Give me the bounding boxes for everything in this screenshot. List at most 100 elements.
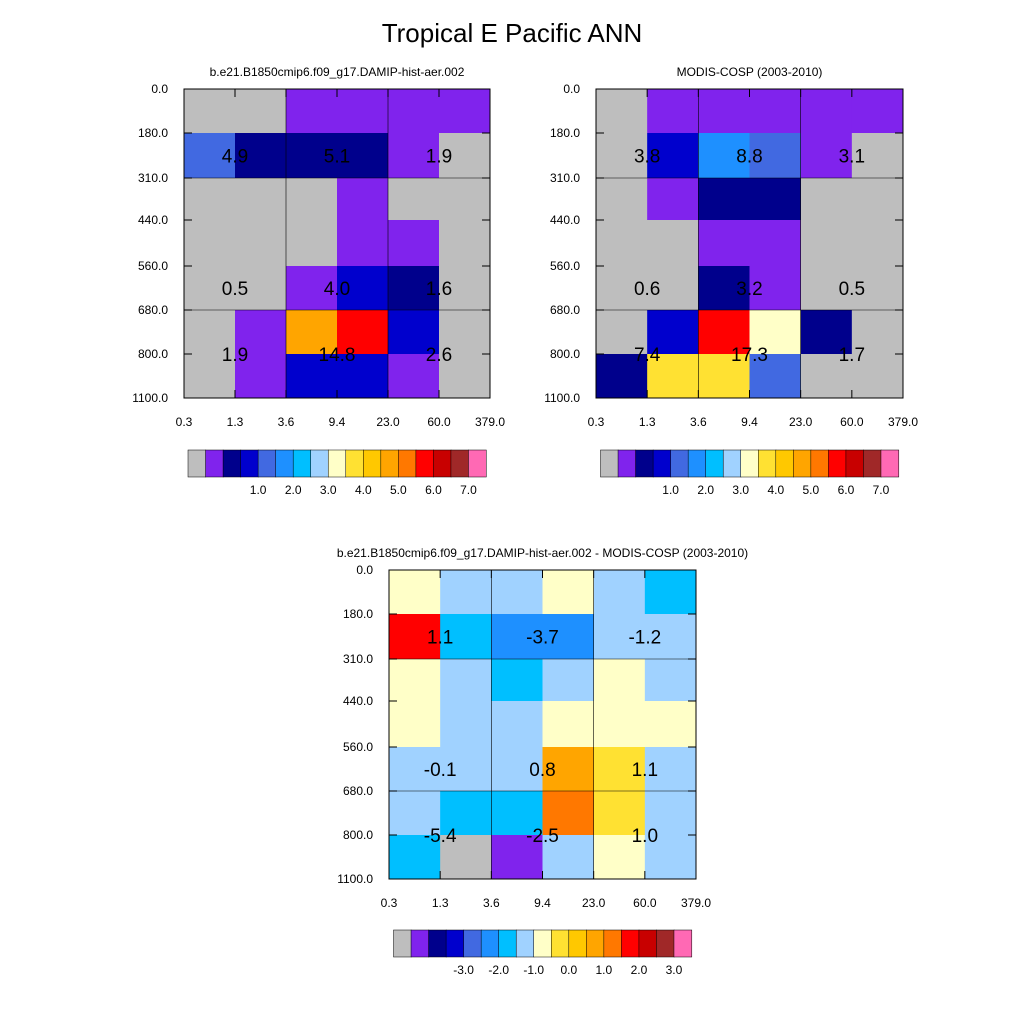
panel-modis-cosp: 0.3 1.3 3.6 9.4 23.0 60.0 379.0 0.0 180.0 310.0 44… — [544, 65, 918, 497]
colorbar-swatch — [393, 929, 412, 958]
box-value-label: 1.9 — [222, 345, 248, 366]
colorbar-swatch — [673, 929, 693, 958]
y-tick-label: 310.0 — [550, 171, 580, 185]
heatmap-cell — [698, 220, 750, 267]
y-tick-label: 0.0 — [151, 82, 168, 96]
heatmap-cell — [800, 354, 853, 399]
y-tick-label: 180.0 — [343, 607, 373, 621]
box-value-label: 5.1 — [324, 147, 350, 168]
colorbar-swatch — [275, 449, 294, 478]
box-value-label: 1.1 — [427, 628, 453, 649]
heatmap-cell — [439, 266, 491, 311]
x-tick-label: 23.0 — [789, 415, 813, 429]
heatmap-cell — [389, 835, 441, 880]
box-value-label: -3.7 — [526, 628, 559, 649]
heatmap-cell — [286, 89, 338, 134]
heatmap-cell — [235, 354, 287, 399]
y-tick-label: 180.0 — [138, 126, 168, 140]
heatmap-cell — [184, 220, 236, 267]
colorbar-swatch — [828, 449, 847, 478]
y-tick-label: 560.0 — [343, 740, 373, 754]
y-tick-label: 440.0 — [550, 213, 580, 227]
heatmap-cell — [389, 747, 441, 792]
heatmap-cell — [491, 747, 543, 792]
colorbar-label: 6.0 — [425, 483, 442, 497]
colorbar-swatch — [222, 449, 242, 478]
heatmap-cell — [235, 178, 287, 221]
heatmap-cell — [596, 178, 648, 221]
heatmap-cell — [388, 266, 440, 311]
colorbar-swatch — [205, 449, 224, 478]
heatmap-cell — [184, 178, 236, 221]
colorbar-swatch — [310, 449, 329, 478]
heatmap-cell — [593, 659, 646, 702]
heatmap-cell — [235, 220, 287, 267]
heatmap-cell — [647, 178, 699, 221]
heatmap-cell — [542, 835, 595, 880]
heatmap-cell — [286, 354, 338, 399]
heatmap-cell — [596, 266, 648, 311]
box-value-label: 3.8 — [634, 147, 660, 168]
heatmap-cell — [388, 178, 440, 221]
heatmap-cell — [184, 310, 236, 355]
heatmap-cell — [491, 570, 543, 615]
y-tick-label: 440.0 — [138, 213, 168, 227]
heatmap-cell — [749, 266, 802, 311]
box-value-label: 1.0 — [632, 826, 658, 847]
colorbar-swatch — [880, 449, 900, 478]
y-tick-label: 800.0 — [550, 347, 580, 361]
box-value-label: 1.7 — [839, 345, 865, 366]
heatmap-cell — [851, 266, 904, 311]
colorbar-swatch — [533, 929, 552, 958]
colorbar-swatch — [468, 449, 487, 478]
colorbar-label: 3.0 — [666, 963, 683, 977]
box-value-label: 0.5 — [222, 279, 248, 300]
heatmap-cell — [286, 178, 338, 221]
heatmap-cell — [800, 310, 853, 355]
heatmap-cell — [698, 354, 750, 399]
heatmap-cell — [851, 178, 904, 221]
box-value-label: 3.2 — [736, 279, 762, 300]
heatmap-cell — [491, 659, 543, 702]
colorbar-label: -1.0 — [523, 963, 544, 977]
heatmap-cell — [800, 266, 853, 311]
colorbar-label: 2.0 — [631, 963, 648, 977]
heatmap-cell — [644, 614, 697, 660]
colorbar-swatch — [635, 449, 654, 478]
heatmap-cell — [596, 133, 648, 179]
heatmap-cell — [644, 701, 697, 748]
heatmap-cell — [439, 89, 491, 134]
heatmap-cell — [851, 220, 904, 267]
y-tick-label: 440.0 — [343, 694, 373, 708]
x-tick-label: 60.0 — [840, 415, 864, 429]
x-tick-label: 9.4 — [329, 415, 346, 429]
heatmap-cell — [389, 659, 441, 702]
heatmap-cell — [596, 220, 648, 267]
heatmap-cell — [542, 791, 595, 836]
heatmap-cell — [593, 791, 646, 836]
heatmap-cell — [337, 133, 389, 179]
box-value-label: -1.2 — [628, 628, 661, 649]
x-tick-label: 3.6 — [483, 896, 500, 910]
heatmap-cell — [800, 133, 853, 179]
heatmap-cell — [851, 133, 904, 179]
heatmap-cell — [389, 570, 441, 615]
x-tick-label: 60.0 — [427, 415, 451, 429]
heatmap-cell — [749, 310, 802, 355]
colorbar-swatch — [345, 449, 364, 478]
colorbar-label: 7.0 — [460, 483, 477, 497]
heatmap-cell — [593, 701, 646, 748]
heatmap-cell — [440, 659, 492, 702]
colorbar-label: 2.0 — [697, 483, 714, 497]
heatmap-cell — [439, 178, 491, 221]
heatmap-cell — [337, 89, 389, 134]
box-value-label: 1.6 — [426, 279, 452, 300]
y-tick-label: 1100.0 — [337, 872, 373, 886]
colorbar-swatch — [398, 449, 417, 478]
colorbar-swatch — [445, 929, 465, 958]
x-tick-label: 379.0 — [681, 896, 711, 910]
x-tick-label: 0.3 — [588, 415, 605, 429]
heatmap-cell — [491, 701, 543, 748]
heatmap-cell — [235, 310, 287, 355]
box-value-label: 0.5 — [839, 279, 865, 300]
